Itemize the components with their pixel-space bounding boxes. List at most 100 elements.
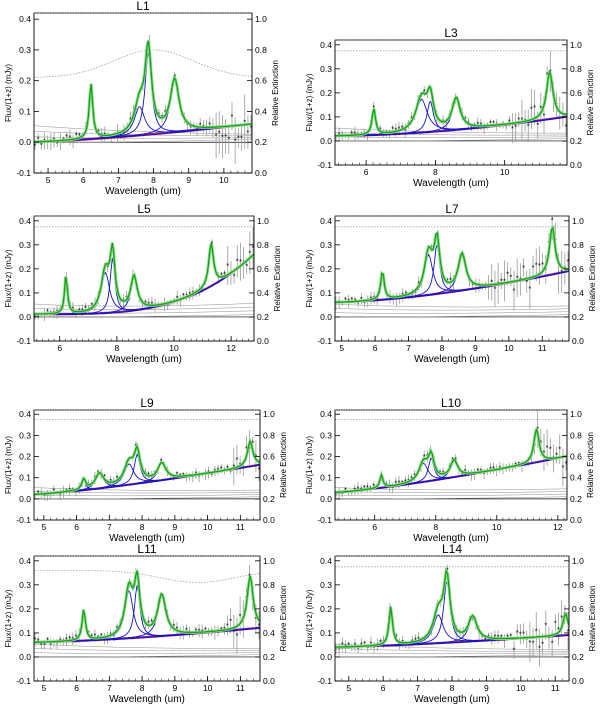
data-point: * (229, 616, 232, 625)
y-axis-label: Flux/(1+z) (mJy) (305, 436, 314, 494)
data-point: * (391, 483, 394, 492)
y-tick-label: 0.0 (19, 137, 31, 147)
x-tick-label: 10 (219, 175, 229, 185)
data-point: * (541, 640, 544, 649)
chart-title: L9 (140, 396, 154, 410)
chart-title: L7 (445, 202, 459, 216)
data-point: * (539, 438, 542, 447)
data-point: * (334, 490, 337, 499)
data-point: * (68, 634, 71, 643)
data-point: * (360, 640, 363, 649)
component-curve (335, 652, 569, 654)
data-point: * (46, 636, 49, 645)
x-tick-label: 10 (504, 343, 514, 353)
data-point: * (525, 635, 528, 644)
data-point: * (363, 299, 366, 308)
data-point: * (503, 276, 506, 285)
y-tick-label: 0.0 (320, 136, 332, 146)
total-fit-halo (335, 566, 569, 649)
plot-area: ****************************************… (34, 35, 252, 164)
chart-panel-l7: * * * * * * * * * * * * * **** * * * * * * * * ** *** ***** * * ***… (305, 202, 597, 365)
component-curve (34, 654, 260, 658)
data-point: * (350, 129, 353, 138)
data-point: * (112, 631, 115, 640)
data-point: * (176, 293, 179, 302)
y-tick-label: 0.1 (19, 628, 31, 638)
y-tick-label: 0.4 (19, 409, 31, 419)
y-tick-label: 0.1 (320, 112, 332, 122)
y-axis-label: Flux/(1+z) (mJy) (305, 73, 314, 131)
component-curve (34, 652, 260, 654)
y-tick-label: 0.3 (19, 580, 31, 590)
data-point: * (520, 115, 523, 124)
data-point: * (160, 456, 163, 465)
chart-title: L5 (137, 202, 151, 216)
y2-tick-label: 0.2 (257, 312, 269, 322)
y2-tick-label: 0.0 (570, 160, 582, 170)
y2-tick-label: 0.4 (257, 288, 269, 298)
y2-tick-label: 0.6 (570, 452, 582, 462)
x-axis-label: Wavelength (um) (106, 354, 182, 365)
y-tick-label: -0.1 (317, 336, 332, 346)
y-tick-label: 0.2 (19, 264, 31, 274)
x-tick-label: 9 (484, 683, 489, 693)
x-tick-label: 5 (41, 683, 46, 693)
x-tick-label: 11 (538, 343, 547, 353)
data-point: * (373, 643, 376, 652)
y-tick-label: 0.0 (19, 312, 31, 322)
x-tick-label: 10 (500, 167, 510, 177)
component-curve (34, 496, 260, 500)
data-point: * (59, 490, 62, 499)
y-tick-label: 0.3 (320, 240, 332, 250)
y2-tick-label: 1.0 (257, 216, 269, 226)
component-curve (335, 490, 567, 493)
y2-axis-label: Relative Extinction (588, 586, 597, 652)
data-point: * (106, 262, 109, 271)
x-tick-label: 11 (551, 683, 560, 693)
data-point: * (505, 122, 508, 131)
y2-tick-label: 1.0 (263, 556, 275, 566)
data-point: * (198, 472, 201, 481)
data-point: * (565, 122, 568, 131)
x-tick-label: 8 (433, 167, 438, 177)
data-point: * (56, 139, 59, 148)
data-point: * (497, 632, 500, 641)
data-point: * (401, 123, 404, 132)
data-point: * (509, 272, 512, 281)
total-fit-curve (34, 439, 260, 496)
y-tick-label: 0.0 (19, 494, 31, 504)
y-tick-label: 0.4 (19, 556, 31, 566)
data-point: * (470, 471, 473, 480)
x-tick-label: 6 (74, 522, 79, 532)
total-fit-curve (34, 40, 252, 143)
data-point: * (220, 464, 223, 473)
data-point: * (543, 448, 546, 457)
data-point: * (239, 611, 242, 620)
x-axis-label: Wavelength (um) (414, 354, 490, 365)
chart-panel-l9: * * * * * * * * * * * * * * ** * * *** * ** * * * *** * ***** * * * *… (4, 396, 288, 544)
component-curve (34, 487, 260, 491)
data-point: * (541, 260, 544, 269)
data-point: * (506, 632, 509, 641)
y2-axis-label: Relative Extinction (586, 432, 595, 498)
y-tick-label: -0.1 (16, 336, 31, 346)
data-point: * (37, 488, 40, 497)
data-point: * (492, 119, 495, 128)
data-point: * (516, 628, 519, 637)
y2-tick-label: 0.8 (257, 240, 269, 250)
data-point: * (37, 134, 40, 143)
y-axis-label: Flux/(1+z) (mJy) (305, 249, 314, 307)
data-point: * (231, 112, 234, 121)
data-point: * (186, 121, 189, 130)
total-fit-curve (335, 71, 567, 137)
data-point: * (417, 634, 420, 643)
data-point: * (147, 618, 150, 627)
data-point: * (208, 120, 211, 129)
data-point: * (72, 137, 75, 146)
data-point: * (338, 489, 341, 498)
data-point: * (538, 643, 541, 652)
x-tick-label: 10 (169, 343, 179, 353)
y2-tick-label: 0.4 (570, 112, 582, 122)
data-point: * (423, 87, 426, 96)
data-point: * (350, 295, 353, 304)
